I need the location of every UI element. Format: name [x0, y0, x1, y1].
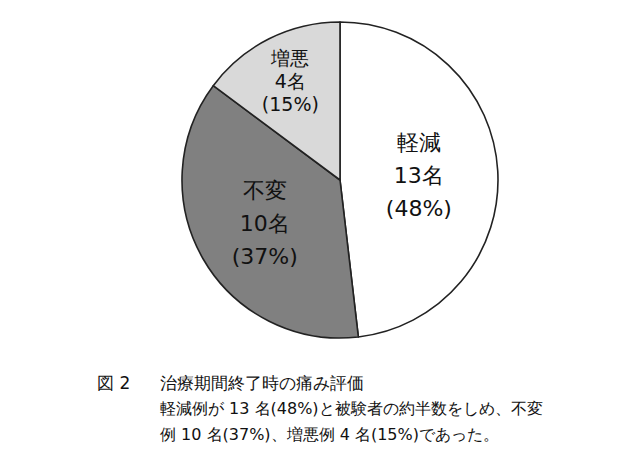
slice-percent: (37%) — [232, 244, 298, 269]
chart-root: 軽減 13名 (48%) 不変 10名 (37%) 増悪4名(15%) 図 2 治療期間終了時の… — [0, 0, 639, 473]
figure-label: 図 2 — [97, 373, 130, 393]
slices — [182, 22, 498, 338]
pie-slice — [340, 22, 498, 337]
slice-category: 軽減 — [397, 130, 441, 155]
slice-percent: (48%) — [386, 196, 452, 221]
title: 治療期間終了時の痛み評価 — [160, 373, 364, 393]
slice-count: 4名 — [275, 70, 306, 92]
slice-category: 不変 — [243, 178, 287, 203]
chart: 軽減 13名 (48%) 不変 10名 (37%) 増悪4名(15%) 図 2 治療期間終了時の… — [0, 0, 639, 473]
labels: 軽減 13名 (48%) 不変 10名 (37%) 増悪4名(15%) — [232, 47, 452, 269]
caption: 例 10 名(37%)、増悪例 4 名(15%)であった。 — [160, 425, 499, 444]
slice-count: 13名 — [394, 163, 444, 188]
caption: 軽減例が 13 名(48%)と被験者の約半数をしめ、不変 — [160, 399, 543, 418]
slice-percent: (15%) — [262, 93, 319, 115]
slice-category: 増悪 — [270, 47, 309, 69]
pie-slice — [213, 22, 340, 180]
slice-count: 10名 — [240, 211, 290, 236]
